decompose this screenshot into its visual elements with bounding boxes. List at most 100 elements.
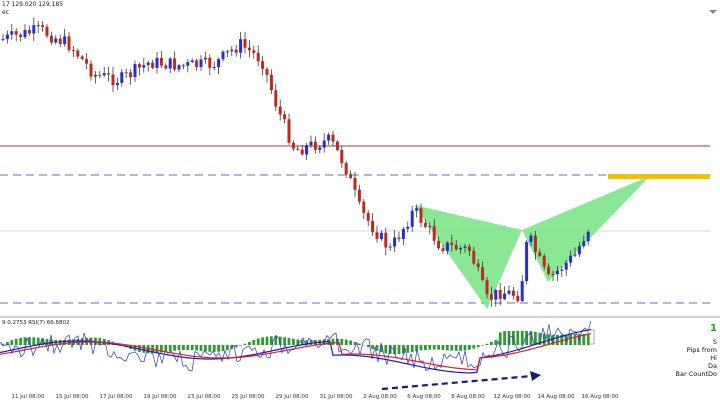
candle-body [494,289,498,300]
candle-body [300,149,304,155]
scroll-arrow-icon[interactable] [708,0,718,14]
candle-body [278,106,282,115]
candle-body [85,58,89,64]
candle-body [432,226,436,241]
histogram-bar [538,332,542,345]
candle-body [261,61,265,69]
info-line-2: Pips from [686,346,717,354]
candle-body [27,30,31,34]
candle-body [555,270,559,275]
x-axis-label: 23 Jul 08:00 [187,394,221,400]
histogram-bar [168,345,172,352]
candle-body [1,39,5,41]
quote-header: 17 129.020 129.185 [2,1,64,8]
histogram-bar [393,345,396,355]
histogram-bar [494,340,498,345]
candle-body [287,119,291,143]
target-zone[interactable] [608,174,710,179]
candle-body [507,290,511,294]
histogram-bar [14,338,18,345]
candle-body [199,59,203,67]
histogram-bar [182,345,185,350]
candle-body [98,75,102,77]
histogram-bar [309,340,313,345]
histogram-bar [63,339,66,345]
histogram-bar [28,337,31,345]
candle-body [459,247,463,250]
candle-body [379,232,383,239]
candle-body [208,57,212,68]
histogram-bar [305,340,308,345]
histogram-bar [542,333,546,345]
candle-body [463,246,467,248]
histogram-bar [375,345,379,351]
histogram-bar [424,345,427,350]
candle-body [313,141,317,150]
x-axis-label: 29 Jul 08:00 [275,394,309,400]
histogram-bar [340,338,344,345]
candle-body [274,90,278,107]
candle-body [450,242,454,245]
histogram-bar [274,336,278,345]
candle-body [155,57,159,68]
indicator-handle[interactable] [587,329,595,345]
candle-body [239,39,243,53]
indicator-lines [0,320,592,374]
candle-body [327,134,331,141]
info-line-1: S [712,338,717,346]
histogram-bar [560,334,564,345]
histogram-bar [226,345,229,351]
candle-body [32,25,36,34]
candle-body [111,74,115,86]
candle-body [120,72,124,83]
candle-body [393,237,397,247]
histogram-bar [349,340,352,345]
candle-body [151,62,155,68]
candle-body [371,220,375,233]
candle-body [586,231,590,242]
histogram-bar [292,338,295,345]
indicator-label: 9 0.2753 RSI(7) 66.6802 [2,320,70,326]
histogram-bar [239,345,242,346]
candle-body [375,232,379,239]
candle-body [225,51,229,53]
candle-body [318,147,322,150]
histogram-bar [476,345,480,348]
histogram-bar [296,339,300,345]
candle-body [489,294,493,300]
candle-body [45,26,49,36]
candle-body [243,39,247,48]
histogram-bar [459,345,462,351]
candle-body [322,140,326,148]
candle-body [357,189,361,202]
pattern-triangle-bcd[interactable] [522,176,650,282]
info-value: 1 [710,323,717,334]
candle-body [115,82,119,86]
candle-body [93,75,97,77]
histogram-bar [450,345,454,351]
histogram-bar [463,345,467,351]
histogram-bar [419,345,423,351]
histogram-bar [428,345,432,350]
candle-body [573,254,577,256]
candle-body [137,64,141,68]
divergence-arrow-line[interactable] [381,374,533,391]
pattern-triangle-xab[interactable] [414,205,522,309]
candle-body [173,58,177,70]
histogram-bar [529,331,533,345]
histogram-bar [534,332,537,345]
candle-body [58,38,62,44]
histogram-bar [384,345,388,354]
histogram-bar [230,345,234,350]
histogram-bar [186,345,190,350]
histogram-bar [212,345,216,352]
info-line-3: Hi [710,354,717,362]
candle-body [366,212,370,221]
candle-body [291,142,295,149]
candle-body [305,145,309,155]
signal-line-red [0,333,592,371]
candle-body [71,49,75,51]
candle-body [335,141,339,150]
